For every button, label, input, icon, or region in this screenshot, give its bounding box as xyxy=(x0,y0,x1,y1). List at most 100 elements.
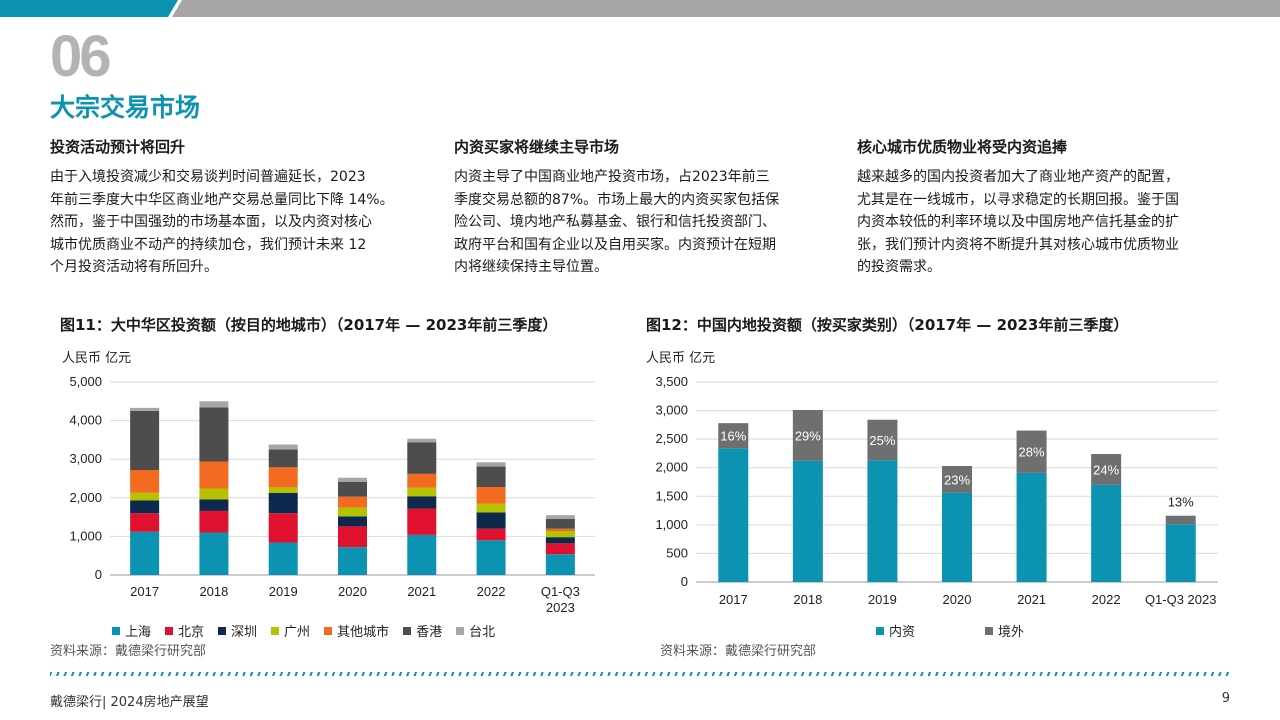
bar-segment xyxy=(718,448,749,582)
chart12-title: 图12：中国内地投资额（按买家类别）（2017年 — 2023年前三季度） xyxy=(646,316,1129,334)
bar-segment xyxy=(268,467,298,488)
bar-segment xyxy=(545,537,575,544)
bar-segment xyxy=(199,532,229,575)
y-tick-label: 2,000 xyxy=(69,490,102,505)
x-tick-label: 2020 xyxy=(943,592,972,607)
bar-segment xyxy=(545,543,575,555)
bar-segment xyxy=(1016,430,1047,473)
bar-segment xyxy=(942,466,972,493)
chart12-source: 资料来源：戴德梁行研究部 xyxy=(660,644,817,659)
legend-label: 内资 xyxy=(889,625,916,640)
bar-segment xyxy=(268,513,298,543)
legend-label: 境外 xyxy=(998,625,1025,640)
x-tick-label: 2022 xyxy=(477,584,506,599)
legend-swatch xyxy=(985,626,994,635)
bar-segment xyxy=(338,516,367,527)
bar-segment xyxy=(476,466,506,487)
bar-segment xyxy=(130,531,160,575)
bar-segment xyxy=(407,508,437,535)
legend-swatch xyxy=(112,626,120,635)
bar-segment xyxy=(545,519,575,529)
legend-label: 广州 xyxy=(284,625,311,640)
x-tick-label: 2018 xyxy=(199,584,228,599)
legend-swatch xyxy=(403,626,412,635)
y-tick-label: 1,500 xyxy=(655,488,688,503)
footer-divider xyxy=(50,672,1230,676)
bar-segment xyxy=(268,487,298,493)
bar-segment xyxy=(268,492,298,514)
bar-segment xyxy=(792,410,823,461)
bar-segment xyxy=(545,528,575,531)
x-tick-label: Q1-Q3 xyxy=(541,584,580,599)
legend-item: 内资 xyxy=(876,621,915,640)
legend-item: 上海 xyxy=(112,621,151,640)
text-column-core-cities: 核心城市优质物业将受内资追捧 越来越多的国内投资者加大了商业地产资产的配置， 尤其… xyxy=(857,137,1237,279)
bar-segment xyxy=(1165,524,1196,582)
header-grey-bar xyxy=(172,0,1280,17)
legend-swatch xyxy=(218,626,227,635)
data-label: 28% xyxy=(1019,445,1045,460)
bar-segment xyxy=(545,530,575,538)
bar-segment xyxy=(792,460,823,582)
section-title: 大宗交易市场 xyxy=(50,93,201,122)
data-label: 23% xyxy=(944,472,970,487)
bar-segment xyxy=(130,500,160,514)
bar-segment xyxy=(1091,454,1122,485)
bar-segment xyxy=(476,540,506,575)
bar-segment xyxy=(268,449,298,468)
x-tick-label: 2018 xyxy=(793,592,822,607)
bar-segment xyxy=(268,444,298,450)
column-body: 内资主导了中国商业地产投资市场，占2023年前三 季度交易总额的87%。市场上最大… xyxy=(454,169,780,275)
column-heading: 投资活动预计将回升 xyxy=(50,138,186,156)
footer-publication: 戴德梁行| 2024房地产展望 xyxy=(50,695,209,710)
bar-segment xyxy=(130,492,160,501)
y-tick-label: 3,500 xyxy=(655,374,688,389)
bar-segment xyxy=(338,526,367,548)
x-tick-label: 2019 xyxy=(868,592,897,607)
legend-item: 北京 xyxy=(165,621,204,640)
bar-segment xyxy=(130,407,160,411)
bar-segment xyxy=(199,461,229,489)
bar-segment xyxy=(199,499,229,511)
page-number: 9 xyxy=(1221,691,1230,706)
bar-segment xyxy=(718,423,749,449)
chart11-legend: 上海 北京 深圳 广州 其他城市 香港 台北 xyxy=(112,621,509,640)
legend-swatch xyxy=(876,626,884,635)
chart12-stacked-bar-chart: 0 500 1,000 1,500 2,000 2,500 3,000 3,500 16% 201… xyxy=(655,374,1218,607)
data-label: 16% xyxy=(720,429,746,444)
y-tick-label: 4,000 xyxy=(69,413,102,428)
legend-item: 广州 xyxy=(271,621,310,640)
y-tick-label: 1,000 xyxy=(655,517,688,532)
data-label: 29% xyxy=(795,428,821,443)
data-label: 13% xyxy=(1168,495,1194,510)
bar-segment xyxy=(476,462,506,467)
bar-segment xyxy=(407,473,437,488)
legend-label: 深圳 xyxy=(231,625,258,640)
chart11-source: 资料来源：戴德梁行研究部 xyxy=(50,644,207,659)
legend-item: 境外 xyxy=(985,621,1024,640)
y-tick-label: 5,000 xyxy=(69,374,102,389)
chart12-legend: 内资 境外 xyxy=(876,621,1038,640)
column-heading: 核心城市优质物业将受内资追捧 xyxy=(857,138,1068,156)
chart11-title: 图11：大中华区投资额（按目的地城市）（2017年 — 2023年前三季度） xyxy=(60,316,558,334)
legend-label: 台北 xyxy=(469,625,496,640)
bar-segment xyxy=(1165,515,1196,525)
data-label: 25% xyxy=(869,433,895,448)
bar-segment xyxy=(407,442,437,474)
chart12-unit-label: 人民币 亿元 xyxy=(646,351,716,366)
x-tick-label: Q1-Q3 2023 xyxy=(1145,592,1217,607)
bar-segment xyxy=(338,547,367,575)
bar-segment xyxy=(867,419,898,461)
chart11-unit-label: 人民币 亿元 xyxy=(62,351,132,366)
text-column-domestic-buyers: 内资买家将继续主导市场 内资主导了中国商业地产投资市场，占2023年前三 季度交易… xyxy=(454,137,834,279)
x-tick-label: 2019 xyxy=(269,584,298,599)
bar-segment xyxy=(199,407,229,462)
bar-segment xyxy=(407,496,437,509)
bar-segment xyxy=(407,534,437,575)
bar-segment xyxy=(338,496,367,508)
bar-segment xyxy=(942,492,972,582)
x-tick-label: 2021 xyxy=(1017,592,1046,607)
y-tick-label: 1,000 xyxy=(69,528,102,543)
bar-segment xyxy=(476,528,506,541)
legend-item: 其他城市 xyxy=(324,621,389,640)
